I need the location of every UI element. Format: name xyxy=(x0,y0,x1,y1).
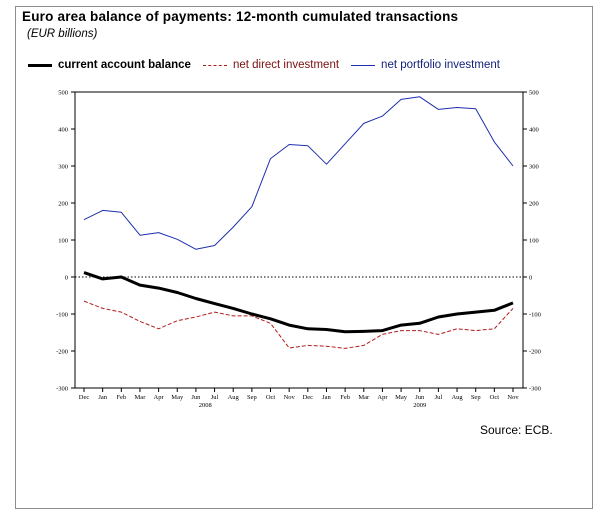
y-tick-label-left: -100 xyxy=(56,312,68,319)
x-tick-label: Jun xyxy=(415,394,425,401)
x-tick-label: May xyxy=(395,394,408,401)
y-tick-label-left: -300 xyxy=(56,386,68,393)
x-tick-label: Mar xyxy=(135,394,147,401)
legend-item-current: current account balance xyxy=(28,59,191,71)
y-tick-label-right: -100 xyxy=(529,312,541,319)
x-tick-label: Jul xyxy=(435,394,443,401)
plot-area xyxy=(74,91,524,389)
y-tick-label-left: 100 xyxy=(58,238,68,245)
legend-swatch-current xyxy=(28,63,52,67)
legend-swatch-portfolio xyxy=(351,64,376,66)
x-year-label-2008: 2008 xyxy=(199,402,212,409)
chart-title: Euro area balance of payments: 12-month … xyxy=(22,9,459,24)
y-tick-label-right: 0 xyxy=(529,275,532,282)
y-tick-label-left: 200 xyxy=(58,201,68,208)
source-note: Source: ECB. xyxy=(480,423,553,437)
x-tick-label: Apr xyxy=(154,394,165,401)
x-tick-label: Oct xyxy=(490,394,500,401)
series-line-current xyxy=(83,271,514,334)
x-tick-label: May xyxy=(171,394,184,401)
x-tick-label: Apr xyxy=(377,394,388,401)
y-tick-label-left: -200 xyxy=(56,349,68,356)
y-tick-label-left: 500 xyxy=(58,90,68,97)
legend-swatch-direct xyxy=(202,64,227,66)
y-tick-label-left: 0 xyxy=(65,275,68,282)
x-tick-label: Jul xyxy=(211,394,219,401)
x-tick-label: Nov xyxy=(507,394,519,401)
x-tick-label: Sep xyxy=(247,394,257,401)
y-tick-label-right: 400 xyxy=(529,127,539,134)
x-tick-label: Oct xyxy=(266,394,276,401)
y-tick-label-right: 100 xyxy=(529,238,539,245)
x-tick-label: Aug xyxy=(228,394,240,401)
legend-label-direct: net direct investment xyxy=(232,59,340,71)
y-tick-label-right: -300 xyxy=(529,386,541,393)
x-tick-label: Jun xyxy=(191,394,201,401)
chart-frame xyxy=(15,6,593,509)
x-tick-label: Jan xyxy=(322,394,331,401)
y-tick-label-left: 400 xyxy=(58,127,68,134)
x-tick-label: Dec xyxy=(303,394,314,401)
chart-legend: current account balance net direct inves… xyxy=(28,59,512,71)
x-year-label-2009: 2009 xyxy=(413,402,426,409)
series-line-direct xyxy=(83,300,514,349)
legend-label-portfolio: net portfolio investment xyxy=(381,59,500,71)
x-tick-label: Aug xyxy=(451,394,463,401)
x-tick-label: Dec xyxy=(79,394,90,401)
legend-label-current: current account balance xyxy=(58,59,191,71)
x-tick-label: Sep xyxy=(471,394,481,401)
x-tick-label: Mar xyxy=(358,394,370,401)
y-tick-label-left: 300 xyxy=(58,164,68,171)
y-tick-label-right: 300 xyxy=(529,164,539,171)
x-tick-label: Nov xyxy=(284,394,296,401)
y-tick-label-right: 200 xyxy=(529,201,539,208)
legend-item-portfolio: net portfolio investment xyxy=(351,59,500,71)
legend-item-direct: net direct investment xyxy=(202,59,340,71)
series-line-portfolio xyxy=(83,96,514,250)
x-tick-label: Jan xyxy=(98,394,107,401)
x-tick-label: Feb xyxy=(340,394,350,401)
chart-subtitle: (EUR billions) xyxy=(27,28,98,40)
x-tick-label: Feb xyxy=(116,394,126,401)
y-tick-label-right: -200 xyxy=(529,349,541,356)
y-tick-label-right: 500 xyxy=(529,90,539,97)
